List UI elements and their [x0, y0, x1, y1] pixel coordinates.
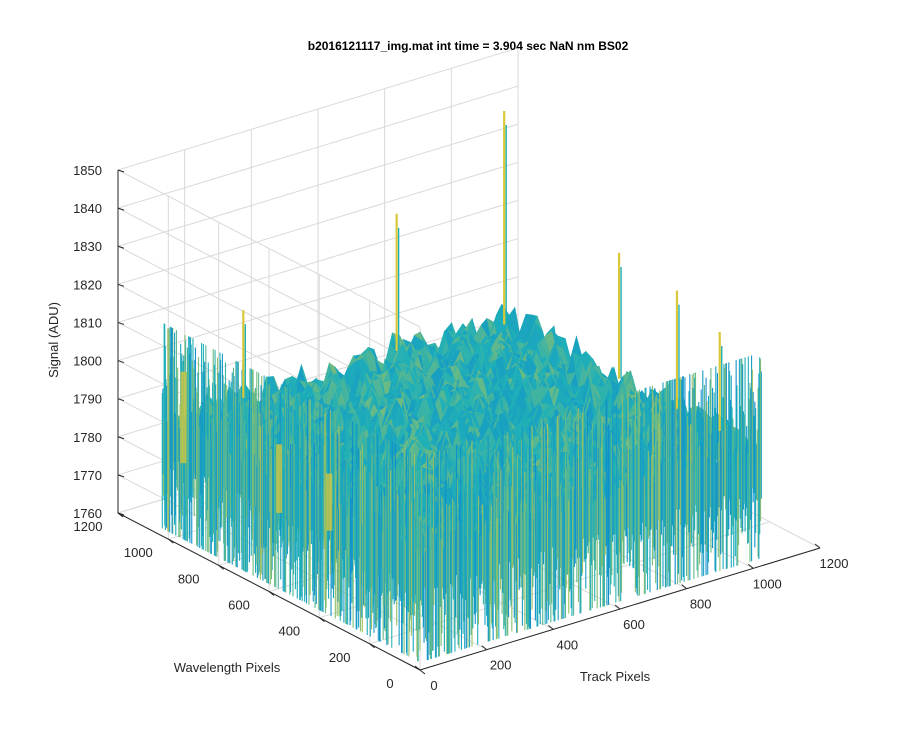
y-tick-label: 1200	[74, 519, 103, 534]
y-tick-mark	[319, 617, 325, 623]
z-tick-mark	[117, 207, 125, 211]
z-tick-mark	[117, 436, 125, 440]
z-tick-label: 1840	[73, 201, 102, 216]
x-tick-label: 600	[623, 617, 645, 632]
z-tick-label: 1760	[73, 506, 102, 521]
grid-wall-left-h	[117, 169, 421, 328]
surface-streak	[326, 473, 333, 531]
grid-wall-right-h	[117, 123, 519, 247]
z-tick-label: 1830	[73, 239, 102, 254]
z-axis-label: Signal (ADU)	[46, 302, 61, 378]
z-tick-label: 1810	[73, 315, 102, 330]
x-tick-label: 1000	[753, 576, 782, 591]
y-tick-mark	[218, 564, 224, 570]
x-tick-mark	[481, 645, 487, 651]
chart-title: b2016121117_img.mat int time = 3.904 sec…	[308, 39, 629, 53]
x-tick-label: 1200	[820, 556, 849, 571]
grid-wall-right-h	[117, 161, 519, 285]
z-tick-label: 1780	[73, 430, 102, 445]
y-tick-mark	[369, 643, 375, 649]
grid-wall-right-h	[117, 199, 519, 323]
z-tick-label: 1770	[73, 468, 102, 483]
y-tick-label: 800	[178, 571, 200, 586]
x-tick-mark	[748, 563, 754, 569]
z-tick-label: 1850	[73, 163, 102, 178]
y-tick-mark	[268, 591, 275, 596]
z-tick-label: 1800	[73, 354, 102, 369]
z-tick-mark	[117, 283, 125, 287]
z-tick-mark	[117, 321, 125, 325]
surface-layer	[161, 111, 762, 662]
surface-streak	[180, 371, 187, 464]
x-tick-label: 200	[490, 658, 512, 673]
y-tick-label: 400	[278, 624, 300, 639]
y-axis-label: Wavelength Pixels	[174, 660, 281, 675]
y-tick-label: 1000	[124, 545, 153, 560]
z-tick-label: 1790	[73, 392, 102, 407]
z-tick-mark	[117, 360, 125, 364]
grid-wall-right-h	[117, 47, 519, 171]
z-tick-mark	[117, 474, 125, 478]
grid-wall-left-h	[117, 207, 421, 366]
z-tick-mark	[117, 245, 125, 249]
y-tick-label: 0	[386, 676, 393, 691]
z-tick-mark	[117, 398, 125, 402]
y-tick-mark	[168, 538, 174, 544]
y-tick-label: 600	[228, 598, 250, 613]
x-axis-label: Track Pixels	[580, 669, 651, 684]
x-tick-mark	[414, 665, 421, 671]
grid-wall-right-h	[117, 85, 519, 209]
x-tick-label: 800	[690, 597, 712, 612]
tick-layer: 0 200 400 600 800 1000 1200 0 200 400 600 800 1000 12…	[73, 163, 848, 693]
x-tick-mark	[814, 543, 821, 549]
x-tick-mark	[548, 624, 554, 630]
z-tick-mark	[117, 512, 125, 516]
y-tick-mark	[419, 669, 426, 675]
surface-streak	[276, 444, 283, 513]
y-tick-label: 200	[329, 650, 351, 665]
z-tick-label: 1820	[73, 277, 102, 292]
x-tick-mark	[614, 604, 621, 610]
z-tick-mark	[117, 169, 125, 173]
x-tick-mark	[681, 584, 687, 590]
x-tick-label: 400	[556, 637, 578, 652]
x-tick-label: 0	[430, 678, 437, 693]
